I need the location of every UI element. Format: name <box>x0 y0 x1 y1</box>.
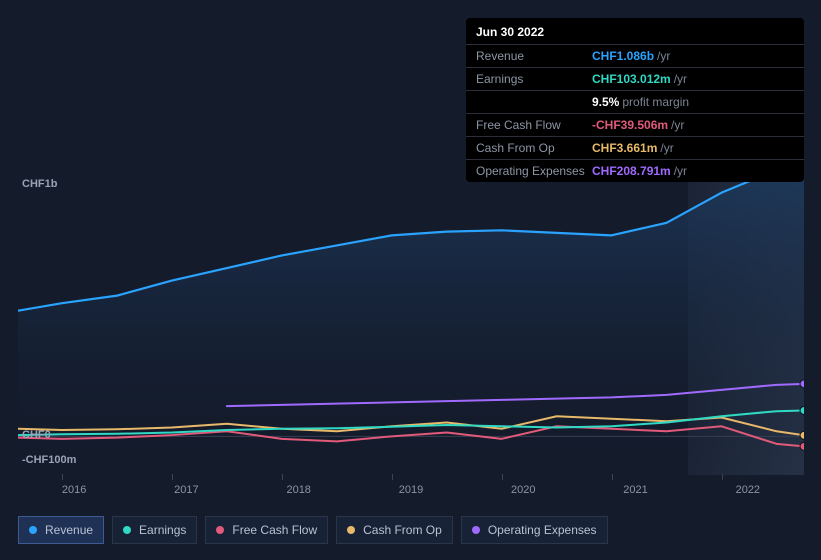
legend-label: Operating Expenses <box>488 523 597 537</box>
tooltip-row: Operating ExpensesCHF208.791m/yr <box>466 159 804 182</box>
tooltip-row-label: Earnings <box>476 72 592 86</box>
tooltip-row: Free Cash Flow-CHF39.506m/yr <box>466 113 804 136</box>
tooltip-row-value: 9.5%profit margin <box>592 95 689 109</box>
y-tick-label: CHF1b <box>22 178 57 190</box>
legend-label: Free Cash Flow <box>232 523 317 537</box>
legend-item[interactable]: Earnings <box>112 516 197 544</box>
legend-dot <box>347 526 355 534</box>
tooltip-row-label: Operating Expenses <box>476 164 592 178</box>
legend-dot <box>472 526 480 534</box>
chart-legend: Revenue Earnings Free Cash Flow Cash From O… <box>18 516 608 544</box>
y-tick-label: CHF0 <box>22 429 51 441</box>
legend-item[interactable]: Free Cash Flow <box>205 516 328 544</box>
tooltip-row-value: -CHF39.506m/yr <box>592 118 684 132</box>
tooltip-row-label: Revenue <box>476 49 592 63</box>
x-tick-label: 2022 <box>692 484 804 500</box>
tooltip-row: EarningsCHF103.012m/yr <box>466 67 804 90</box>
chart-plot-area[interactable] <box>18 160 804 480</box>
tooltip-row-value: CHF1.086b/yr <box>592 49 670 63</box>
x-tick-label: 2016 <box>18 484 130 500</box>
y-tick-label: -CHF100m <box>22 454 76 466</box>
legend-dot <box>29 526 37 534</box>
x-tick-label: 2017 <box>130 484 242 500</box>
tooltip-row: 9.5%profit margin <box>466 90 804 113</box>
x-axis-labels: 2016201720182019202020212022 <box>18 484 804 500</box>
x-tick-label: 2020 <box>467 484 579 500</box>
legend-label: Earnings <box>139 523 186 537</box>
legend-label: Cash From Op <box>363 523 442 537</box>
tooltip-row-value: CHF208.791m/yr <box>592 164 687 178</box>
tooltip-row: RevenueCHF1.086b/yr <box>466 44 804 67</box>
x-axis-ticks <box>18 474 804 480</box>
tooltip-row-label <box>476 95 592 109</box>
legend-label: Revenue <box>45 523 93 537</box>
tooltip-row-value: CHF103.012m/yr <box>592 72 687 86</box>
x-tick-label: 2021 <box>579 484 691 500</box>
chart-tooltip: Jun 30 2022 RevenueCHF1.086b/yrEarningsC… <box>466 18 804 182</box>
x-tick-label: 2018 <box>243 484 355 500</box>
tooltip-date: Jun 30 2022 <box>466 18 804 44</box>
tooltip-row-label: Cash From Op <box>476 141 592 155</box>
tooltip-row-value: CHF3.661m/yr <box>592 141 674 155</box>
x-tick-label: 2019 <box>355 484 467 500</box>
legend-item[interactable]: Operating Expenses <box>461 516 608 544</box>
legend-dot <box>216 526 224 534</box>
tooltip-rows: RevenueCHF1.086b/yrEarningsCHF103.012m/y… <box>466 44 804 182</box>
chart-svg <box>18 160 804 474</box>
tooltip-row-label: Free Cash Flow <box>476 118 592 132</box>
legend-item[interactable]: Revenue <box>18 516 104 544</box>
tooltip-row: Cash From OpCHF3.661m/yr <box>466 136 804 159</box>
legend-item[interactable]: Cash From Op <box>336 516 453 544</box>
legend-dot <box>123 526 131 534</box>
